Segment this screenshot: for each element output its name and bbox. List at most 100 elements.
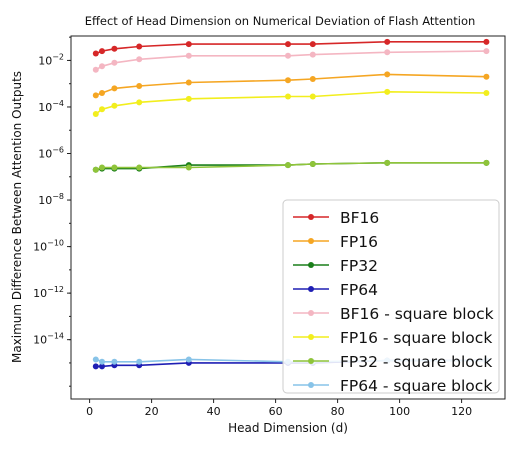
data-point-fp16-square-block: [309, 93, 316, 100]
series-line-bf16-square-block: [95, 50, 487, 71]
legend-item: BF16 - square block: [293, 305, 494, 323]
x-tick-label: 120: [451, 405, 472, 418]
x-tick-label: 20: [145, 405, 159, 418]
data-point-fp16: [99, 90, 105, 97]
legend-label: BF16 - square block: [340, 305, 494, 323]
legend-item: FP32 - square block: [293, 353, 492, 371]
data-point-bf16-square-block: [99, 63, 105, 70]
data-point-bf16-square-block: [483, 48, 490, 55]
legend-label: FP16 - square block: [340, 329, 492, 347]
x-tick-label: 60: [269, 405, 283, 418]
legend-label: BF16: [340, 209, 379, 227]
y-tick-label: 10−12: [33, 285, 64, 300]
data-point-fp16-square-block: [285, 93, 291, 100]
data-point-fp32-square-block: [309, 160, 316, 167]
plot-frame: [70, 35, 506, 400]
legend-swatch-marker: [308, 358, 314, 364]
data-point-fp16: [136, 83, 143, 90]
legend-swatch-marker: [308, 286, 314, 292]
data-point-fp16: [309, 76, 316, 83]
data-point-fp16: [111, 85, 118, 92]
y-tick-label: 10−8: [38, 192, 64, 207]
legend-item: FP16 - square block: [293, 329, 492, 347]
series-bf16: [92, 38, 490, 57]
data-point-bf16: [384, 38, 391, 45]
y-tick-label: 10−6: [38, 146, 64, 161]
data-point-fp16-square-block: [111, 102, 118, 109]
data-point-fp16-square-block: [185, 95, 192, 102]
data-point-bf16: [111, 45, 118, 52]
data-point-fp32-square-block: [483, 159, 490, 166]
legend: BF16 FP16 FP32 FP64 BF16 - square block FP16 …: [282, 199, 500, 395]
data-point-fp32-square-block: [92, 166, 99, 173]
data-point-fp16: [483, 73, 490, 80]
x-tick-label: 40: [207, 405, 221, 418]
chart-title: Effect of Head Dimension on Numerical De…: [85, 14, 476, 28]
data-point-fp32-square-block: [111, 164, 118, 171]
y-axis-label: Maximum Difference Between Attention Out…: [10, 71, 24, 363]
data-point-bf16: [99, 48, 105, 55]
data-point-fp64: [99, 363, 105, 370]
data-point-fp64-square-block: [92, 356, 99, 363]
series-bf16-square-block: [92, 48, 490, 73]
data-point-fp32-square-block: [136, 164, 143, 171]
series-fp32-square-block: [92, 159, 490, 173]
series-fp16-square-block: [92, 88, 490, 117]
data-point-bf16-square-block: [92, 66, 99, 73]
series-line-fp16-square-block: [95, 90, 487, 115]
legend-label: FP64 - square block: [340, 377, 492, 395]
data-point-fp16-square-block: [384, 88, 391, 95]
data-point-bf16: [136, 43, 143, 50]
data-point-bf16-square-block: [285, 52, 291, 59]
data-point-fp32-square-block: [384, 159, 391, 166]
y-tick-label: 10−14: [33, 332, 64, 347]
data-point-fp16: [285, 77, 291, 84]
y-axis: 10−2 10−4 10−6 10−8 10−10 10−12 10−14: [33, 36, 71, 387]
data-point-fp64-square-block: [99, 358, 105, 365]
data-point-fp16: [384, 71, 391, 78]
data-point-fp64: [92, 363, 99, 370]
legend-item: FP64 - square block: [293, 377, 492, 395]
series-fp32: [92, 159, 490, 173]
legend-swatch-marker: [308, 382, 314, 388]
data-point-fp16-square-block: [136, 99, 143, 106]
data-point-bf16-square-block: [185, 52, 192, 59]
data-point-fp32-square-block: [99, 164, 105, 171]
data-point-bf16: [483, 38, 490, 45]
legend-swatch-marker: [308, 310, 314, 316]
y-tick-label: 10−10: [33, 239, 64, 254]
data-point-bf16-square-block: [111, 59, 118, 66]
data-point-bf16-square-block: [309, 51, 316, 58]
data-point-fp32-square-block: [185, 164, 192, 171]
legend-item: FP32: [293, 257, 378, 275]
series-fp16: [92, 71, 490, 99]
data-point-bf16-square-block: [136, 56, 143, 63]
series-line-fp32-square-block: [95, 162, 487, 171]
x-axis-label: Head Dimension (d): [228, 421, 348, 435]
legend-label: FP32 - square block: [340, 353, 492, 371]
y-tick-label: 10−2: [38, 52, 64, 67]
legend-label: FP16: [340, 233, 378, 251]
legend-swatch-marker: [308, 214, 314, 220]
data-point-fp64-square-block: [136, 358, 143, 365]
x-axis: 0 20 40 60 80 100 120: [86, 399, 472, 418]
x-tick-label: 0: [86, 405, 93, 418]
data-point-bf16-square-block: [384, 49, 391, 56]
legend-swatch-marker: [308, 238, 314, 244]
legend-label: FP64: [340, 281, 378, 299]
data-point-fp16-square-block: [92, 110, 99, 117]
legend-item: BF16: [293, 209, 379, 227]
data-point-fp16: [92, 92, 99, 99]
legend-item: FP16: [293, 233, 378, 251]
data-point-bf16: [185, 41, 192, 48]
data-point-fp16-square-block: [99, 106, 105, 113]
data-point-fp64-square-block: [111, 358, 118, 365]
y-tick-label: 10−4: [38, 99, 64, 114]
data-point-fp16-square-block: [483, 90, 490, 97]
series-layer: [92, 38, 490, 370]
legend-box: [282, 199, 500, 394]
data-point-fp64-square-block: [185, 356, 192, 363]
data-point-bf16: [309, 41, 316, 48]
